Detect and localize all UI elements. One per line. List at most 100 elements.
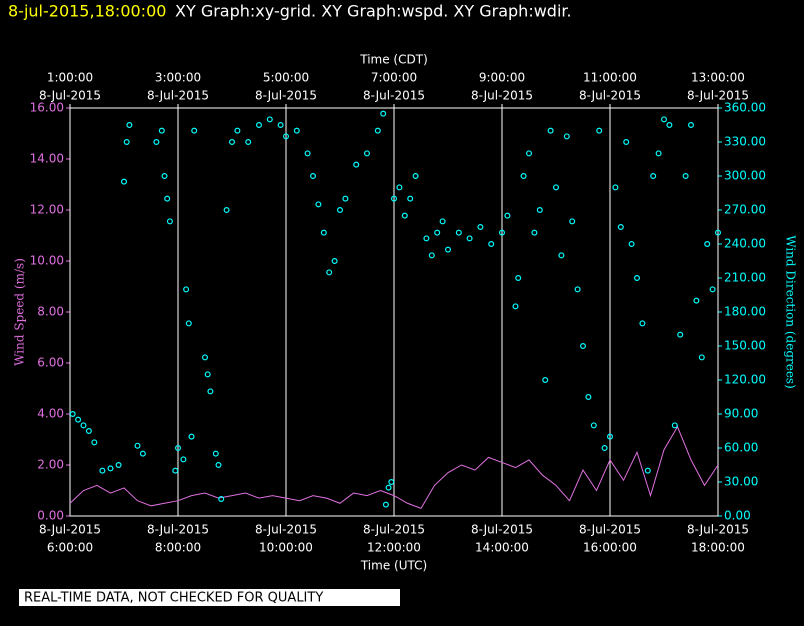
wind-direction-point bbox=[331, 258, 338, 265]
y-tick-label: 8.00 bbox=[37, 305, 64, 319]
x2-tick-label: 1:00:00 bbox=[47, 71, 93, 85]
wind-direction-point bbox=[380, 110, 387, 117]
plot-frame bbox=[69, 107, 719, 517]
wind-direction-point bbox=[579, 343, 586, 350]
wind-direction-point bbox=[388, 479, 395, 486]
wind-direction-point bbox=[164, 195, 171, 202]
wind-direction-point bbox=[542, 377, 549, 384]
wind-direction-point bbox=[569, 218, 576, 225]
wind-direction-point bbox=[536, 207, 543, 214]
wind-direction-point bbox=[466, 235, 473, 242]
wind-direction-point bbox=[120, 178, 127, 185]
wind-direction-point bbox=[714, 229, 721, 236]
x2-tick-date: 8-Jul-2015 bbox=[471, 89, 533, 103]
wind-direction-point bbox=[531, 229, 538, 236]
wind-direction-point bbox=[596, 127, 603, 134]
wind-direction-point bbox=[277, 121, 284, 128]
y2-tick-label: 0.00 bbox=[724, 509, 751, 523]
wind-direction-point bbox=[558, 252, 565, 259]
wind-direction-point bbox=[385, 484, 392, 491]
wind-direction-point bbox=[283, 133, 290, 140]
wind-direction-point bbox=[499, 229, 506, 236]
wind-direction-point bbox=[69, 411, 76, 418]
x2-tick-date: 8-Jul-2015 bbox=[255, 89, 317, 103]
note-box bbox=[19, 589, 400, 606]
x-tick-date: 8-Jul-2015 bbox=[687, 523, 749, 537]
wind-direction-point bbox=[677, 331, 684, 338]
wind-direction-point bbox=[234, 127, 241, 134]
y2-tick-label: 330.00 bbox=[724, 135, 766, 149]
wind-direction-point bbox=[266, 116, 273, 123]
wind-direction-point bbox=[218, 496, 225, 503]
wind-direction-point bbox=[434, 229, 441, 236]
wind-direction-point bbox=[512, 303, 519, 310]
wind-direction-point bbox=[342, 195, 349, 202]
wind-direction-point bbox=[455, 229, 462, 236]
wind-direction-point bbox=[382, 501, 389, 508]
wind-direction-point bbox=[80, 422, 87, 429]
wind-direction-point bbox=[161, 173, 168, 180]
x2-tick-date: 8-Jul-2015 bbox=[363, 89, 425, 103]
y2-tick-label: 210.00 bbox=[724, 271, 766, 285]
y-tick-label: 10.00 bbox=[30, 254, 64, 268]
wind-direction-point bbox=[504, 212, 511, 219]
wind-direction-point bbox=[612, 184, 619, 191]
wind-direction-point bbox=[85, 428, 92, 435]
wind-direction-point bbox=[655, 150, 662, 157]
wind-direction-point bbox=[185, 320, 192, 327]
wind-direction-point bbox=[445, 246, 452, 253]
wind-direction-point bbox=[180, 456, 187, 463]
wind-direction-point bbox=[704, 241, 711, 248]
x-tick-date: 8-Jul-2015 bbox=[147, 523, 209, 537]
wind-direction-point bbox=[153, 139, 160, 146]
wind-direction-point bbox=[245, 139, 252, 146]
y-tick-label: 0.00 bbox=[37, 509, 64, 523]
wind-direction-point bbox=[215, 462, 222, 469]
wind-direction-point bbox=[337, 207, 344, 214]
wind-direction-point bbox=[633, 275, 640, 282]
x2-tick-label: 11:00:00 bbox=[583, 71, 637, 85]
y2-tick-label: 240.00 bbox=[724, 237, 766, 251]
wind-direction-point bbox=[107, 465, 114, 472]
wind-direction-point bbox=[353, 161, 360, 168]
y2-tick-label: 150.00 bbox=[724, 339, 766, 353]
y2-tick-label: 90.00 bbox=[724, 407, 758, 421]
wind-direction-point bbox=[75, 416, 82, 423]
wind-direction-point bbox=[423, 235, 430, 242]
wind-direction-point bbox=[488, 241, 495, 248]
wind-direction-point bbox=[204, 371, 211, 378]
x2-tick-date: 8-Jul-2015 bbox=[39, 89, 101, 103]
x-tick-date: 8-Jul-2015 bbox=[255, 523, 317, 537]
wind-direction-point bbox=[552, 184, 559, 191]
wind-direction-point bbox=[671, 422, 678, 429]
wind-direction-point bbox=[515, 275, 522, 282]
wind-direction-point bbox=[623, 139, 630, 146]
wind-direction-point bbox=[401, 212, 408, 219]
wind-direction-point bbox=[202, 354, 209, 361]
wind-direction-point bbox=[256, 121, 263, 128]
x-tick-date: 8-Jul-2015 bbox=[39, 523, 101, 537]
wind-direction-point bbox=[650, 173, 657, 180]
x-tick-label: 12:00:00 bbox=[367, 541, 421, 555]
x2-axis-title: Time (CDT) bbox=[359, 53, 428, 67]
wind-direction-point bbox=[374, 127, 381, 134]
timestamp: 8-jul-2015,18:00:00 bbox=[8, 2, 166, 21]
wind-direction-point bbox=[310, 173, 317, 180]
wind-direction-point bbox=[547, 127, 554, 134]
wind-direction-point bbox=[123, 139, 130, 146]
wind-direction-point bbox=[115, 462, 122, 469]
wind-direction-point bbox=[172, 467, 179, 474]
wind-direction-point bbox=[223, 207, 230, 214]
wind-direction-point bbox=[617, 224, 624, 231]
y2-axis-title: Wind Direction (degrees) bbox=[784, 235, 798, 389]
x2-tick-date: 8-Jul-2015 bbox=[579, 89, 641, 103]
x-axis-title: Time (UTC) bbox=[360, 559, 427, 573]
y2-tick-label: 60.00 bbox=[724, 441, 758, 455]
wind-direction-point bbox=[191, 127, 198, 134]
x2-tick-label: 13:00:00 bbox=[691, 71, 745, 85]
wind-direction-point bbox=[304, 150, 311, 157]
wind-direction-point bbox=[709, 286, 716, 293]
x2-tick-label: 7:00:00 bbox=[371, 71, 417, 85]
x2-tick-label: 9:00:00 bbox=[479, 71, 525, 85]
x-tick-label: 14:00:00 bbox=[475, 541, 529, 555]
